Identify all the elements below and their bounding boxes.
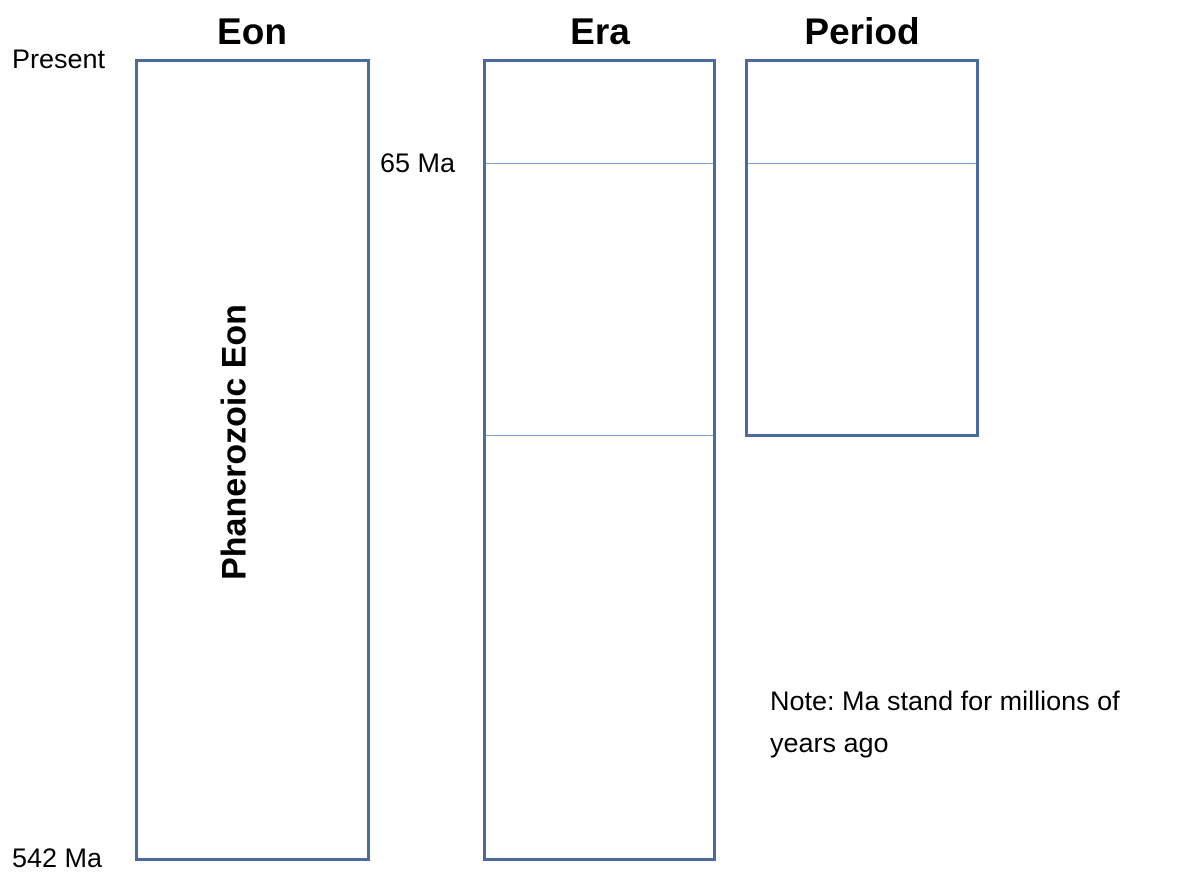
period-divider-65ma [748, 163, 976, 164]
phanerozoic-eon-label: Phanerozoic Eon [215, 304, 254, 580]
period-header: Period [804, 11, 920, 52]
era-divider-lower [486, 435, 713, 436]
era-header: Era [570, 11, 630, 52]
period-box [745, 59, 979, 437]
ma-542-label: 542 Ma [12, 843, 103, 873]
eon-header: Eon [217, 11, 287, 52]
eon-box [135, 59, 370, 861]
era-box [483, 59, 716, 861]
note-text: Note: Ma stand for millions of years ago [770, 686, 1120, 758]
ma-65-label: 65 Ma [380, 148, 456, 178]
present-label: Present [12, 44, 106, 74]
era-divider-65ma [486, 163, 713, 164]
